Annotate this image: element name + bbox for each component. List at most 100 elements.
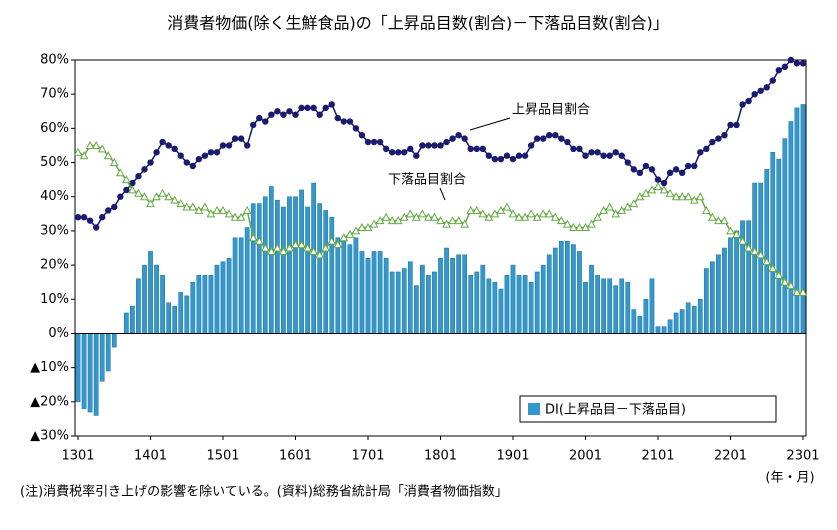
- di-bar: [595, 275, 600, 334]
- x-unit-label: (年・月): [765, 471, 814, 486]
- di-bar: [293, 196, 298, 334]
- point-marker: [443, 138, 450, 146]
- y-tick-label: 40%: [40, 189, 69, 204]
- di-bar: [172, 305, 178, 334]
- di-bar: [752, 182, 758, 334]
- point-marker: [322, 104, 329, 112]
- point-marker: [363, 222, 373, 231]
- point-marker: [757, 87, 764, 94]
- di-bar: [166, 302, 172, 334]
- point-marker: [73, 147, 83, 156]
- di-bar: [685, 302, 691, 334]
- point-marker: [395, 149, 402, 156]
- point-marker: [298, 104, 305, 112]
- point-marker: [490, 209, 500, 218]
- point-marker: [115, 168, 125, 177]
- point-marker: [593, 212, 602, 221]
- point-marker: [467, 145, 474, 153]
- point-marker: [358, 132, 366, 139]
- point-marker: [260, 243, 270, 252]
- di-bar: [794, 107, 800, 334]
- point-marker: [141, 166, 148, 173]
- point-marker: [550, 212, 560, 221]
- di-bar: [353, 237, 359, 334]
- point-marker: [129, 179, 136, 187]
- point-marker: [473, 145, 480, 153]
- point-marker: [109, 157, 119, 167]
- di-bar: [589, 264, 594, 334]
- di-bar: [262, 196, 268, 334]
- point-marker: [134, 188, 143, 197]
- x-tick-label: 2001: [569, 449, 602, 464]
- point-marker: [176, 199, 186, 208]
- point-marker: [200, 202, 210, 211]
- y-tick-label: 50%: [40, 155, 69, 170]
- di-bar: [619, 278, 625, 334]
- di-bar: [87, 333, 93, 413]
- point-marker: [86, 217, 94, 224]
- x-tick-label: 1401: [134, 449, 167, 464]
- point-marker: [267, 246, 276, 255]
- di-bar: [208, 275, 214, 334]
- point-marker: [411, 212, 421, 221]
- point-marker: [774, 270, 784, 279]
- point-marker: [327, 236, 337, 245]
- point-marker: [714, 216, 723, 225]
- di-bar: [492, 281, 498, 334]
- di-bar: [244, 227, 250, 334]
- di-bar: [746, 220, 751, 334]
- point-marker: [321, 243, 331, 252]
- di-bar: [583, 281, 588, 334]
- di-bar: [456, 254, 461, 334]
- point-marker: [582, 152, 589, 159]
- point-marker: [744, 243, 753, 252]
- point-marker: [671, 192, 681, 201]
- point-marker: [775, 67, 783, 74]
- point-marker: [250, 121, 257, 129]
- point-marker: [665, 188, 675, 197]
- point-marker: [701, 205, 711, 214]
- y-tick-label: 60%: [40, 121, 69, 136]
- point-marker: [799, 60, 807, 67]
- point-marker: [425, 142, 432, 149]
- point-marker: [146, 199, 155, 208]
- point-marker: [79, 151, 89, 160]
- di-bar: [558, 240, 564, 334]
- point-marker: [431, 142, 438, 149]
- di-bar: [709, 261, 715, 334]
- point-marker: [207, 149, 215, 156]
- di-bar: [401, 268, 407, 334]
- point-marker: [594, 149, 601, 156]
- di-bar: [323, 210, 329, 334]
- point-marker: [768, 263, 778, 273]
- di-bar: [697, 299, 703, 334]
- point-marker: [787, 56, 795, 64]
- point-marker: [256, 114, 263, 122]
- di-bar: [643, 299, 649, 334]
- point-marker: [502, 202, 512, 211]
- point-marker: [454, 216, 463, 225]
- point-marker: [461, 135, 468, 142]
- point-marker: [188, 202, 198, 211]
- point-marker: [213, 149, 221, 156]
- di-bar: [99, 333, 105, 382]
- di-bar: [516, 275, 522, 334]
- point-marker: [152, 192, 161, 201]
- di-bar: [552, 247, 558, 334]
- di-bar: [613, 285, 619, 334]
- point-marker: [105, 207, 112, 214]
- point-marker: [792, 287, 802, 296]
- annotation-down: 下落品目割合: [388, 172, 466, 188]
- point-marker: [733, 121, 740, 129]
- di-bar: [474, 271, 480, 334]
- di-bar: [377, 251, 383, 334]
- di-bar: [305, 206, 310, 334]
- di-bar: [214, 264, 220, 334]
- di-bar: [571, 244, 576, 334]
- di-bar: [395, 271, 401, 334]
- x-tick-label: 1801: [424, 449, 457, 464]
- point-marker: [496, 205, 506, 214]
- point-marker: [709, 138, 716, 146]
- y-tick-label: 30%: [40, 223, 69, 238]
